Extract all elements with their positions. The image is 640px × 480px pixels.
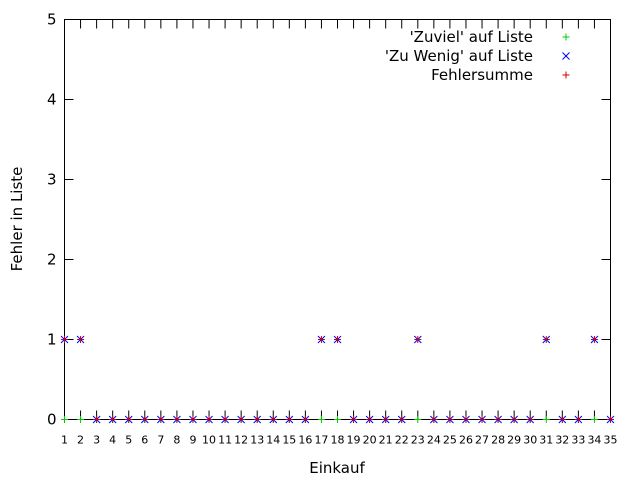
x-tick-label: 21 <box>379 434 393 447</box>
data-point <box>510 416 518 423</box>
x-axis-label: Einkauf <box>309 459 365 477</box>
y-tick-label: 3 <box>47 171 57 189</box>
x-tick-label: 27 <box>475 434 489 447</box>
x-tick-label: 11 <box>218 434 232 447</box>
x-tick-label: 22 <box>395 434 409 447</box>
data-point <box>350 416 358 423</box>
x-tick-label: 25 <box>443 434 457 447</box>
x-tick-label: 13 <box>250 434 264 447</box>
data-point <box>77 416 85 423</box>
data-point <box>446 416 454 423</box>
data-point <box>494 416 502 423</box>
x-tick-label: 24 <box>427 434 441 447</box>
data-point <box>173 416 181 423</box>
x-tick-label: 15 <box>282 434 296 447</box>
y-tick-label: 0 <box>47 411 57 429</box>
x-tick-label: 30 <box>523 434 537 447</box>
points-layer <box>60 335 615 424</box>
x-tick-label: 14 <box>266 434 280 447</box>
data-point <box>414 416 422 423</box>
data-point <box>61 416 68 423</box>
x-tick-label: 35 <box>604 434 618 447</box>
legend-marker <box>562 52 570 60</box>
x-tick-label: 23 <box>411 434 425 447</box>
data-point <box>317 416 325 423</box>
data-point <box>574 416 582 423</box>
x-tick-label: 29 <box>507 434 521 447</box>
data-point <box>253 416 261 423</box>
x-tick-label: 18 <box>331 434 345 447</box>
data-point <box>478 416 486 423</box>
x-tick-label: 3 <box>93 434 100 447</box>
x-tick-label: 6 <box>141 434 148 447</box>
data-point <box>237 416 245 423</box>
data-point <box>77 336 85 343</box>
legend-label: 'Zuviel' auf Liste <box>410 28 533 46</box>
legend: 'Zuviel' auf Liste'Zu Wenig' auf ListeFe… <box>385 28 570 84</box>
legend-label: 'Zu Wenig' auf Liste <box>385 47 533 65</box>
series-3 <box>61 336 614 423</box>
data-point <box>141 416 149 423</box>
x-tick-label: 19 <box>347 434 361 447</box>
x-tick-label: 20 <box>363 434 377 447</box>
y-tick-label: 2 <box>47 251 57 269</box>
x-tick-label: 33 <box>571 434 585 447</box>
data-point <box>414 336 422 343</box>
data-point <box>542 336 550 343</box>
x-tick-label: 8 <box>173 434 180 447</box>
x-tick-label: 1 <box>61 434 68 447</box>
x-tick-label: 12 <box>234 434 248 447</box>
data-point <box>125 416 133 423</box>
x-tick-label: 9 <box>189 434 196 447</box>
data-point <box>269 416 277 423</box>
x-tick-label: 7 <box>157 434 164 447</box>
data-point <box>189 416 197 423</box>
data-point <box>430 416 438 423</box>
x-tick-label: 4 <box>109 434 116 447</box>
data-point <box>526 416 534 423</box>
data-point <box>590 416 598 423</box>
data-point <box>542 416 550 423</box>
x-tick-label: 2 <box>77 434 84 447</box>
x-tick-label: 10 <box>202 434 216 447</box>
data-point <box>462 416 470 423</box>
y-tick-label: 5 <box>47 11 57 29</box>
y-tick-label: 4 <box>47 91 57 109</box>
legend-marker <box>562 71 570 79</box>
x-tick-label: 17 <box>314 434 328 447</box>
x-tick-label: 31 <box>539 434 553 447</box>
x-tick-label: 34 <box>587 434 601 447</box>
data-point <box>382 416 390 423</box>
x-tick-label: 26 <box>459 434 473 447</box>
data-point <box>301 416 309 423</box>
data-point <box>61 336 68 343</box>
x-tick-label: 28 <box>491 434 505 447</box>
data-point <box>221 416 229 423</box>
data-point <box>558 416 566 423</box>
data-point <box>157 416 165 423</box>
data-point <box>109 416 117 423</box>
series-2 <box>60 335 615 424</box>
data-point <box>93 416 101 423</box>
data-point <box>285 416 293 423</box>
data-point <box>366 416 374 423</box>
x-tick-label: 5 <box>125 434 132 447</box>
data-point <box>205 416 213 423</box>
y-axis-label: Fehler in Liste <box>8 167 26 272</box>
legend-marker <box>562 33 570 41</box>
y-tick-label: 1 <box>47 331 57 349</box>
data-point <box>398 416 406 423</box>
data-point <box>607 416 614 423</box>
x-tick-label: 32 <box>555 434 569 447</box>
x-tick-label: 16 <box>298 434 312 447</box>
data-point <box>334 336 341 343</box>
data-point <box>590 336 598 343</box>
legend-label: Fehlersumme <box>431 66 533 84</box>
data-point <box>334 416 341 423</box>
data-point <box>317 336 325 343</box>
